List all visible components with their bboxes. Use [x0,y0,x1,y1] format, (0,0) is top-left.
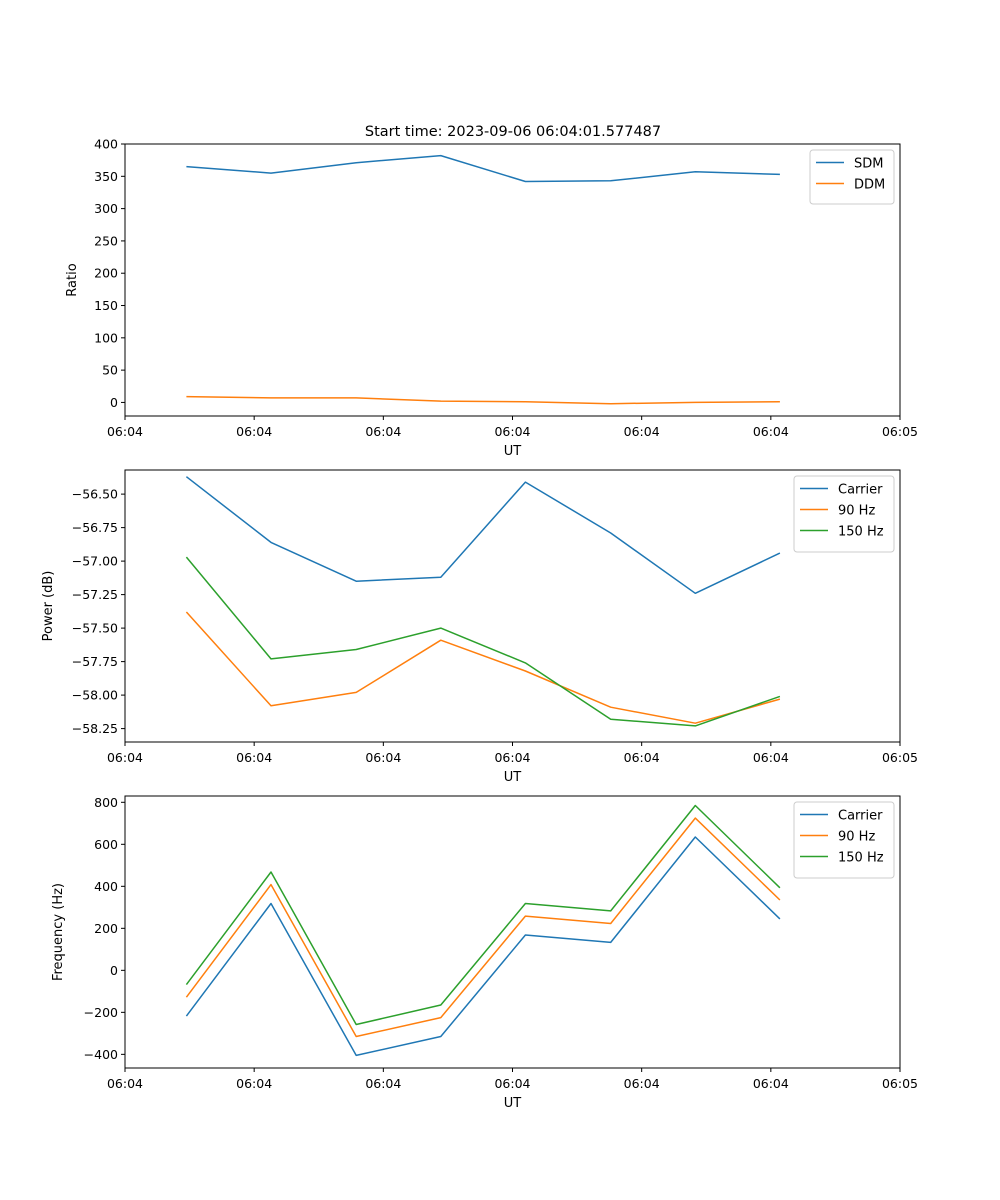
x-tick-label: 06:04 [107,750,143,765]
chart-title: Start time: 2023-09-06 06:04:01.577487 [365,124,661,140]
x-tick-label: 06:04 [494,1076,530,1091]
y-tick-label: −57.25 [72,587,118,602]
panel-1: 06:04 06:04 06:04 06:04 06:04 06:04 06:05 0 50 10… [65,137,918,460]
legend-box [793,475,895,553]
y-tick-label: 600 [94,837,118,852]
x-tick-label: 06:04 [624,1076,660,1091]
y-tick-label: 800 [94,795,118,810]
y-tick-label: 0 [110,395,118,410]
legend-label: Carrier [838,483,883,498]
y-tick-label: 150 [94,298,118,313]
x-tick-label: 06:04 [494,424,530,439]
series-line-150-hz [185,804,781,1026]
y-tick-label: 350 [94,169,118,184]
legend: Carrier 90 Hz 150 Hz [793,801,895,879]
y-axis-label: Frequency (Hz) [51,883,66,981]
x-tick-label: 06:04 [236,1076,272,1091]
x-tick-label: 06:05 [882,424,918,439]
x-tick-label: 06:04 [753,1076,789,1091]
series-line-carrier [185,836,781,1057]
panel-2: 06:04 06:04 06:04 06:04 06:04 06:04 06:05 −56.5… [41,469,918,785]
legend-label: DDM [854,178,885,193]
y-tick-label: −400 [84,1047,118,1062]
series-line-sdm [186,154,780,183]
y-tick-label: 50 [102,363,118,378]
x-tick-label: 06:04 [236,750,272,765]
y-tick-label: 200 [94,921,118,936]
y-tick-label: −200 [84,1005,118,1020]
x-tick-label: 06:04 [624,424,660,439]
x-tick-label: 06:05 [882,750,918,765]
x-tick-label: 06:04 [494,750,530,765]
axes-frame [124,469,901,743]
x-tick-label: 06:05 [882,1076,918,1091]
series-line-ddm [186,395,780,405]
y-tick-label: −57.00 [72,554,118,569]
x-tick-label: 06:04 [624,750,660,765]
legend: SDM DDM [809,149,895,205]
axes-frame [124,143,901,417]
legend-label: 90 Hz [838,830,875,845]
legend-label: 150 Hz [838,525,884,540]
y-tick-label: 400 [94,137,118,152]
y-axis-label: Ratio [65,263,80,296]
legend-label: SDM [854,157,883,172]
y-tick-label: 300 [94,201,118,216]
series-line-90-hz [185,817,781,1038]
series-line-90-hz [185,611,781,724]
x-tick-label: 06:04 [107,424,143,439]
y-tick-label: −58.00 [72,688,118,703]
y-tick-label: −56.50 [72,487,118,502]
legend-label: Carrier [838,809,883,824]
y-tick-label: 400 [94,879,118,894]
y-tick-label: −57.75 [72,654,118,669]
series-line-carrier [185,476,781,595]
x-tick-label: 06:04 [365,424,401,439]
x-axis-label: UT [504,770,522,785]
x-axis-label: UT [504,1096,522,1111]
y-tick-label: 250 [94,233,118,248]
x-tick-label: 06:04 [236,424,272,439]
y-tick-label: −57.50 [72,621,118,636]
x-tick-label: 06:04 [107,1076,143,1091]
legend-label: 90 Hz [838,504,875,519]
y-axis-label: Power (dB) [41,571,56,642]
legend-box [793,801,895,879]
legend-box [809,149,895,205]
x-tick-label: 06:04 [365,750,401,765]
y-tick-label: 0 [110,963,118,978]
x-tick-label: 06:04 [365,1076,401,1091]
panel-3: 06:04 06:04 06:04 06:04 06:04 06:04 06:05 800 60… [51,795,918,1111]
x-tick-label: 06:04 [753,424,789,439]
series-line-150-hz [185,556,781,727]
legend-label: 150 Hz [838,851,884,866]
x-axis-label: UT [504,444,522,459]
y-tick-label: 200 [94,266,118,281]
y-tick-label: −58.25 [72,721,118,736]
y-tick-label: 100 [94,330,118,345]
legend: Carrier 90 Hz 150 Hz [793,475,895,553]
y-tick-label: −56.75 [72,520,118,535]
x-tick-label: 06:04 [753,750,789,765]
